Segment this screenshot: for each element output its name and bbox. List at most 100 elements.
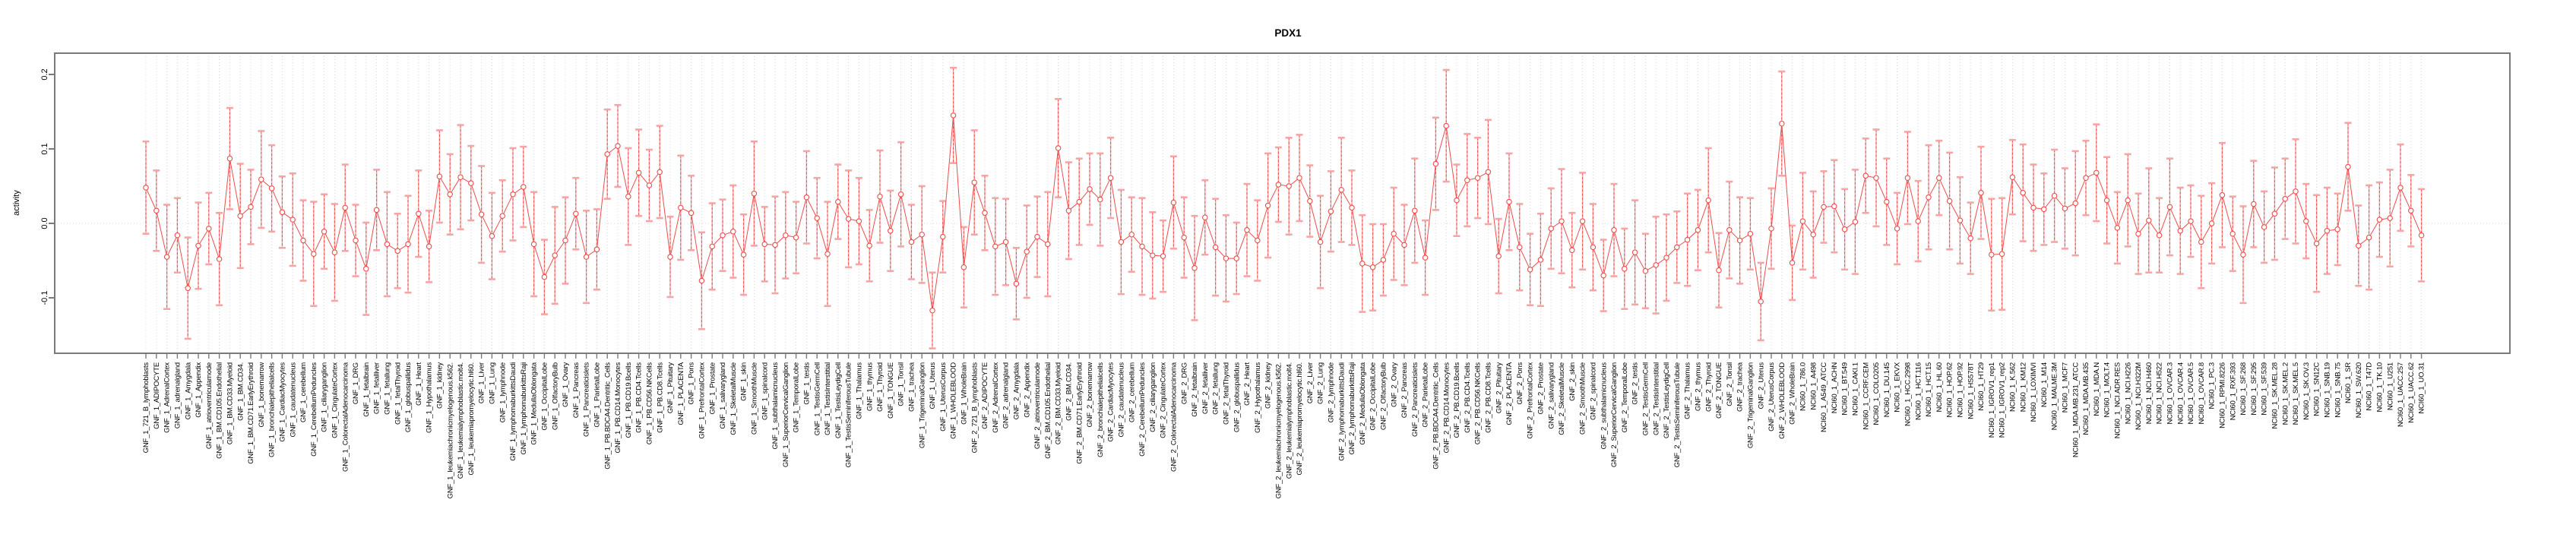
x-tick-label: GNF_1_subthalamicnucleus xyxy=(771,362,780,450)
data-point-marker xyxy=(1663,255,1669,261)
data-point-marker xyxy=(1642,267,1649,274)
x-tick-label: GNF_2_PB.CD4.Tcells xyxy=(1464,362,1472,433)
data-point-marker xyxy=(2198,239,2204,245)
x-tick-label: GNF_2_TemporalLobe xyxy=(1621,362,1629,433)
data-point-marker xyxy=(562,237,568,244)
data-point-marker xyxy=(1611,227,1617,233)
x-tick-label: GNF_2_leukemiachronicmyelogenous.k562. xyxy=(1275,362,1283,498)
x-tick-label: GNF_2_TestisLeydigCell xyxy=(1663,362,1671,438)
x-tick-label: GNF_2_Prostate xyxy=(1537,362,1546,414)
x-tick-label: GNF_1_TemporalLobe xyxy=(793,362,801,433)
x-tick-label: GNF_1_salivarygland xyxy=(719,362,727,429)
x-tick-label: GNF_1_TrigeminalGanglion xyxy=(918,362,926,448)
x-tick-label: GNF_1_AdrenalCortex xyxy=(163,362,172,433)
y-axis-ticks xyxy=(49,74,55,299)
x-tick-label: NCI60_1_UACC.62 xyxy=(2407,362,2416,423)
data-point-marker xyxy=(1600,272,1606,279)
data-point-marker xyxy=(2009,174,2016,180)
x-tick-label: GNF_1_721_B_lymphoblasts xyxy=(142,362,150,454)
y-tick-label: 0.1 xyxy=(40,143,49,154)
data-point-marker xyxy=(2208,220,2215,226)
x-tick-label: GNF_2_Ovary xyxy=(1390,362,1398,407)
data-point-marker xyxy=(1527,267,1533,273)
data-point-marker xyxy=(1495,253,1502,259)
data-point-marker xyxy=(363,266,369,272)
x-tick-label: GNF_2_BM.CD33.Myeloid xyxy=(1055,362,1063,444)
data-point-marker xyxy=(2376,217,2383,223)
data-point-marker xyxy=(908,239,915,245)
data-point-marker xyxy=(2334,226,2340,232)
x-tick-label: NCI60_1_NCI.H322M xyxy=(2135,362,2143,430)
x-tick-label: NCI60_1_OVCAR.3 xyxy=(2166,362,2175,424)
x-tick-label: GNF_1_Hypothalamus xyxy=(426,362,434,433)
x-tick-label: NCI60_1_SW.620 xyxy=(2355,362,2363,418)
data-point-marker xyxy=(709,243,715,250)
data-point-marker xyxy=(573,210,579,217)
x-tick-label: NCI60_1_HS578T xyxy=(1967,362,1975,419)
x-tick-label: GNF_1_Pons xyxy=(688,362,696,405)
data-point-marker xyxy=(783,232,789,239)
x-tick-label: GNF_1_lymphnode xyxy=(498,362,507,422)
x-tick-label: NCI60_1_OVCAR.4 xyxy=(2176,362,2185,424)
x-tick-label: GNF_1_Thyroid xyxy=(876,362,885,412)
x-tick-label: GNF_2_721_B_lymphoblasts xyxy=(970,362,979,454)
data-point-marker xyxy=(321,229,328,235)
x-tick-label: GNF_1_lymphomaburkittsDaudi xyxy=(509,362,517,461)
x-tick-label: NCI60_1_NCI.H522 xyxy=(2156,362,2164,424)
x-tick-label: GNF_1_SuperiorCervicalGanglion xyxy=(782,362,790,467)
data-point-marker xyxy=(824,251,831,257)
data-point-marker xyxy=(300,237,306,244)
data-point-marker xyxy=(1338,187,1344,193)
x-tick-label: GNF_2_PLACENTA xyxy=(1505,362,1514,425)
x-tick-label: NCI60_1_HCC.2998 xyxy=(1904,362,1913,426)
x-tick-label: GNF_2_Thyroid xyxy=(1704,362,1713,412)
x-tick-label: GNF_1_TestisInterstitial xyxy=(824,362,832,435)
data-point-marker xyxy=(992,243,998,250)
data-point-marker xyxy=(1831,203,1837,210)
x-tick-label: NCI60_1_NCI.H226 xyxy=(2124,362,2132,424)
x-tick-label: GNF_2_ColorectalAdenocarcinoma xyxy=(1170,362,1179,472)
x-tick-label: GNF_2_TestisSeminiferousTubule xyxy=(1673,362,1682,467)
data-point-marker xyxy=(2188,218,2194,224)
x-tick-label: NCI60_1_OVCAR.5 xyxy=(2187,362,2195,424)
x-tick-label: GNF_1_Tonsil xyxy=(897,362,906,406)
data-point-marker xyxy=(1485,169,1492,175)
data-point-marker xyxy=(290,217,296,223)
data-point-marker xyxy=(1936,175,1942,181)
x-tick-label: GNF_1_adrenalgland xyxy=(174,362,182,428)
x-tick-label: GNF_2_thymus xyxy=(1695,362,1703,412)
data-point-marker xyxy=(1170,199,1177,206)
x-tick-label: GNF_1_kidney xyxy=(436,362,445,409)
data-point-marker xyxy=(174,232,181,239)
x-tick-label: GNF_1_TONGUE xyxy=(887,362,895,419)
x-tick-label: NCI60_1_BT.549 xyxy=(1841,362,1850,416)
data-point-marker xyxy=(625,193,631,200)
data-point-marker xyxy=(1065,207,1072,214)
data-point-marker xyxy=(521,184,527,190)
data-point-marker xyxy=(888,228,894,234)
x-tick-label: GNF_1_Uterus xyxy=(929,362,937,409)
data-point-marker xyxy=(1317,239,1324,245)
x-tick-label: GNF_2_lymphomaburkittsDaudi xyxy=(1337,362,1346,461)
data-point-marker xyxy=(1401,242,1407,248)
x-tick-label: GNF_1_Prostate xyxy=(708,362,717,414)
data-point-marker xyxy=(583,254,590,260)
x-tick-label: GNF_2_leukemiapromyelocytic.hl60. xyxy=(1296,362,1304,476)
x-tick-label: NCI60_1_IGROV1_rep1 xyxy=(1988,362,1996,438)
x-tick-label: GNF_2_lymphnode xyxy=(1328,362,1336,422)
x-tick-label: GNF_2_caudatenucleus xyxy=(1118,362,1126,438)
data-point-marker xyxy=(1212,244,1219,251)
data-point-marker xyxy=(499,213,505,219)
x-tick-label: NCI60_1_SK.OV.3 xyxy=(2302,362,2311,420)
x-tick-label: GNF_2_subthalamicnucleus xyxy=(1600,362,1608,450)
data-point-marker xyxy=(1768,226,1774,232)
x-axis-labels: GNF_1_721_B_lymphoblasts GNF_1_ADIPOCYTE G… xyxy=(142,362,2426,498)
data-point-marker xyxy=(1202,214,1208,220)
x-tick-label: GNF_2_TestisGermCell xyxy=(1642,362,1650,435)
x-tick-label: GNF_1_TestisGermCell xyxy=(813,362,821,435)
x-tick-label: GNF_1_fetalliver xyxy=(373,362,381,414)
x-tick-label: GNF_2_atrioventricularnode xyxy=(1033,362,1042,449)
data-point-marker xyxy=(206,226,212,232)
data-point-marker xyxy=(2418,232,2425,239)
data-point-marker xyxy=(1432,160,1439,167)
